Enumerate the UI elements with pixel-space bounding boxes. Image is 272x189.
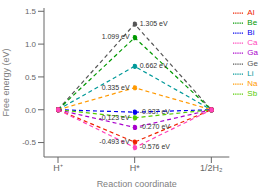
html-text:Be: Be — [247, 18, 258, 28]
html-text:Li: Li — [247, 68, 254, 78]
svg-text:0.5: 0.5 — [25, 73, 37, 82]
svg-text:Free energy (eV): Free energy (eV) — [8, 48, 11, 116]
svg-text:0.662 eV: 0.662 eV — [140, 62, 168, 69]
svg-text:1.0: 1.0 — [25, 40, 37, 49]
svg-text:1.5: 1.5 — [25, 7, 37, 16]
html-text:Na: Na — [247, 78, 258, 88]
svg-text:-0.270 eV: -0.270 eV — [140, 123, 171, 130]
svg-text:0.0: 0.0 — [25, 106, 37, 115]
svg-text:-0.123 eV: -0.123 eV — [99, 114, 130, 121]
html-text:Sb: Sb — [247, 89, 258, 98]
svg-text:H*: H* — [130, 163, 140, 173]
html-text:Ca: Ca — [247, 38, 258, 48]
svg-text:-0.576 eV: -0.576 eV — [140, 143, 171, 150]
html-text:Bi: Bi — [247, 28, 255, 38]
svg-text:H⁺: H⁺ — [53, 163, 63, 173]
html-text:Ge: Ge — [247, 58, 258, 68]
html-text:Ga: Ga — [247, 48, 258, 58]
html-text:Al: Al — [247, 8, 255, 18]
svg-text:-0.5: -0.5 — [22, 138, 36, 147]
svg-text:Reaction coordinate: Reaction coordinate — [97, 179, 177, 189]
svg-text:1.099 eV: 1.099 eV — [102, 33, 130, 40]
svg-text:1.305 eV: 1.305 eV — [140, 20, 168, 27]
svg-text:-0.037 eV: -0.037 eV — [140, 108, 171, 115]
svg-text:1/2H₂: 1/2H₂ — [200, 163, 223, 173]
svg-text:0.335 eV: 0.335 eV — [102, 84, 130, 91]
svg-text:-0.493 eV: -0.493 eV — [99, 138, 130, 145]
